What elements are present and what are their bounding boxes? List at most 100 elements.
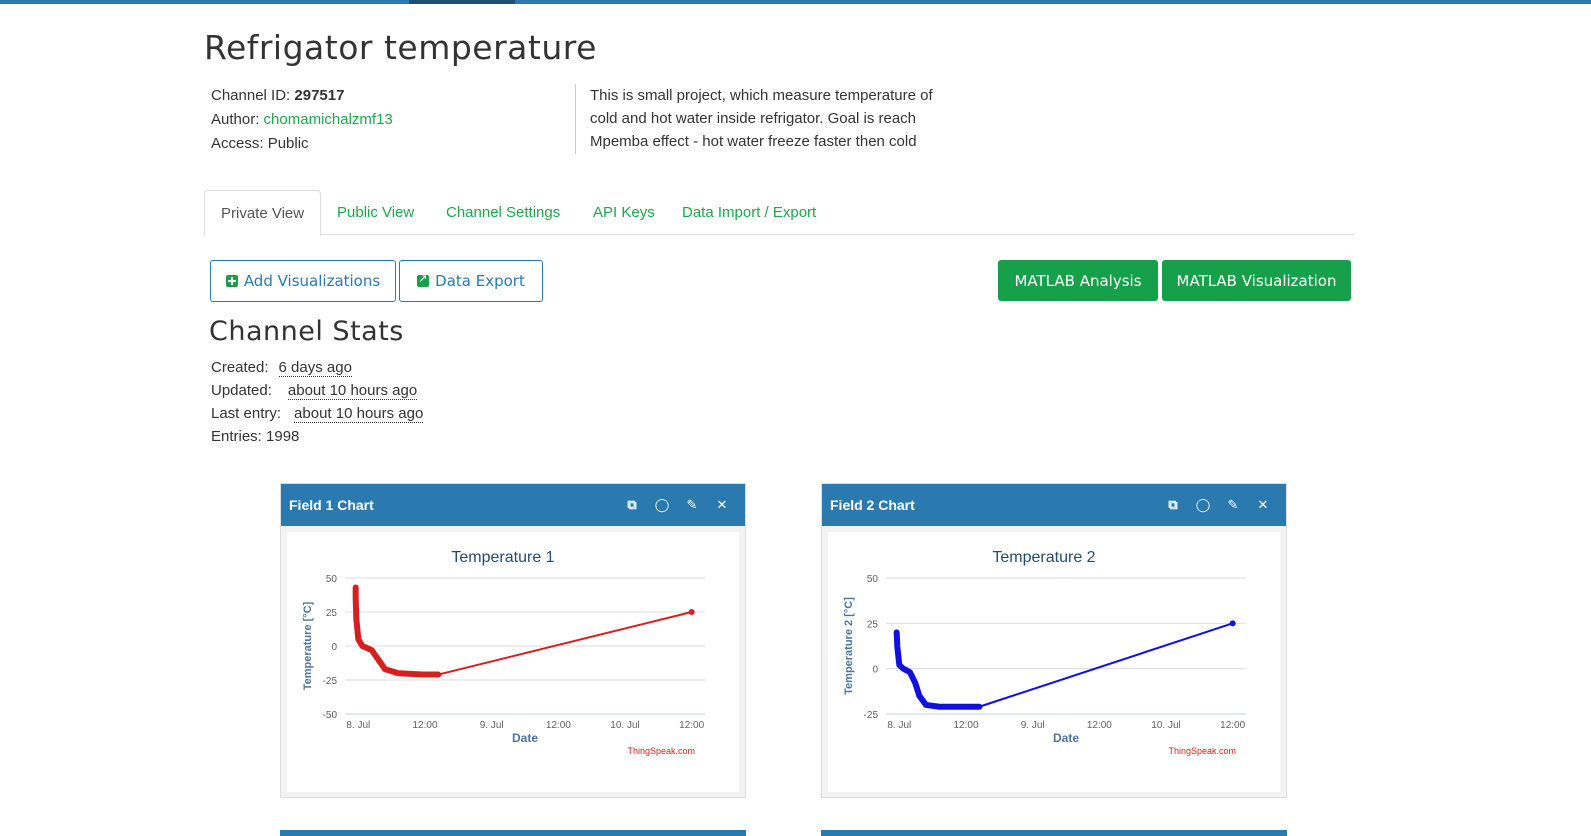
field-1-chart-card: Field 1 Chart ⧉ ◯ ✎ ✕ Temperature 1 50 25 0… [280,483,746,798]
close-icon[interactable]: ✕ [1257,497,1269,512]
thingspeak-credit: ThingSpeak.com [627,746,695,756]
chart-area: Temperature 1 50 25 0 -25 -50 8. Jul 12:00 9. Ju… [287,532,739,792]
plus-square-icon [225,275,238,287]
field-3-chart-card-header [280,830,746,836]
tab-api-keys[interactable]: API Keys [593,204,655,221]
y-tick-label: -25 [323,676,338,687]
matlab-visualization-button[interactable]: MATLAB Visualization [1162,260,1351,301]
temperature-1-chart: Temperature 1 50 25 0 -25 -50 8. Jul 12:00 9. Ju… [302,549,705,756]
field-2-chart-card: Field 2 Chart ⧉ ◯ ✎ ✕ Temperature 2 50 25 0… [821,483,1287,798]
entries-value: 1998 [266,428,300,445]
card-title: Field 1 Chart [289,497,374,513]
channel-stats: Created: 6 days ago Updated: about 10 hour… [211,356,424,448]
close-icon[interactable]: ✕ [716,497,728,512]
y-tick-label: 50 [326,574,338,585]
created-value: 6 days ago [278,359,352,377]
thingspeak-credit: ThingSpeak.com [1168,746,1236,756]
chart-title: Temperature 1 [451,549,554,566]
channel-id-label: Channel ID: [211,87,291,104]
y-tick-label: 0 [331,642,337,653]
comment-icon[interactable]: ◯ [654,497,670,512]
x-axis-label: Date [512,731,538,745]
last-entry-value: about 10 hours ago [294,405,424,423]
stats-created-row: Created: 6 days ago [211,356,423,379]
x-tick-label: 12:00 [953,720,978,731]
matlab-analysis-button[interactable]: MATLAB Analysis [998,260,1158,301]
top-bar [0,0,1591,4]
access-value: Public [267,135,309,152]
external-link-icon[interactable]: ⧉ [1168,497,1178,512]
data-export-button[interactable]: Data Export [399,260,543,302]
series-dense-segment [893,629,983,710]
chart-area: Temperature 2 50 25 0 -25 8. Jul 12:00 9. Jul 12… [828,532,1280,792]
series-dense-segment [352,584,442,678]
channel-stats-title: Channel Stats [209,316,404,347]
entries-label: Entries: [211,428,262,445]
x-tick-label: 10. Jul [610,720,639,731]
tab-public-view[interactable]: Public View [337,204,415,221]
author-label: Author: [211,111,260,128]
updated-label: Updated: [211,382,272,399]
channel-id-value: 297517 [294,87,345,104]
channel-meta: Channel ID: 297517 Author: chomamichalzm… [211,84,393,156]
x-tick-label: 8. Jul [887,720,911,731]
temperature-2-chart: Temperature 2 50 25 0 -25 8. Jul 12:00 9. Jul 12… [843,549,1246,756]
access-row: Access: Public [211,132,393,156]
export-icon [417,272,430,287]
pencil-icon[interactable]: ✎ [1227,497,1239,512]
y-tick-label: 25 [867,619,879,630]
tab-data-import-export[interactable]: Data Import / Export [682,204,817,221]
top-bar-active-segment [409,0,515,4]
comment-icon[interactable]: ◯ [1195,497,1211,512]
y-tick-label: -50 [323,710,338,721]
x-tick-label: 9. Jul [480,720,504,731]
y-tick-label: 0 [872,665,878,676]
y-axis-label: Temperature [°C] [302,601,314,690]
x-tick-label: 12:00 [1087,720,1112,731]
stats-last-entry-row: Last entry: about 10 hours ago [211,402,424,425]
add-visualizations-label: Add Visualizations [243,272,381,290]
series-line [438,611,692,676]
channel-id-row: Channel ID: 297517 [211,84,393,108]
card-title: Field 2 Chart [830,497,915,513]
y-tick-label: 50 [867,574,879,585]
y-axis-label: Temperature 2 [°C] [843,597,855,695]
data-point [688,609,695,615]
x-axis-label: Date [1053,731,1079,745]
pencil-icon[interactable]: ✎ [686,497,698,512]
created-label: Created: [211,359,269,376]
y-tick-label: -25 [864,710,879,721]
chart-title: Temperature 2 [992,549,1095,566]
x-tick-label: 9. Jul [1021,720,1045,731]
channel-tabs: Private View Public View Channel Setting… [204,190,1354,236]
access-label: Access: [211,135,264,152]
x-tick-label: 12:00 [412,720,437,731]
card-header: Field 2 Chart ⧉ ◯ ✎ ✕ [822,484,1286,526]
y-tick-label: 25 [326,608,338,619]
field-4-chart-card-header [821,830,1287,836]
card-header: Field 1 Chart ⧉ ◯ ✎ ✕ [281,484,745,526]
description-line: cold and hot water inside refrigator. Go… [590,110,917,127]
data-point [1229,620,1236,627]
page-title: Refrigator temperature [204,28,597,67]
stats-entries-row: Entries: 1998 [211,425,423,448]
last-entry-label: Last entry: [211,405,282,422]
x-tick-label: 8. Jul [346,720,370,731]
channel-description: This is small project, which measure tem… [590,84,960,153]
author-link[interactable]: chomamichalzmf13 [263,111,393,128]
add-visualizations-button[interactable]: Add Visualizations [210,260,396,302]
x-tick-label: 12:00 [679,720,704,731]
data-export-label: Data Export [435,272,525,290]
x-tick-label: 12:00 [546,720,571,731]
tab-channel-settings[interactable]: Channel Settings [446,204,561,221]
author-row: Author: chomamichalzmf13 [211,108,393,132]
meta-divider [575,84,576,154]
x-tick-label: 12:00 [1220,720,1245,731]
updated-value: about 10 hours ago [287,382,418,400]
stats-updated-row: Updated: about 10 hours ago [211,379,423,402]
description-line: Mpemba effect - hot water freeze faster … [590,133,917,150]
x-tick-label: 10. Jul [1151,720,1180,731]
description-line: This is small project, which measure tem… [590,87,933,104]
tab-private-view[interactable]: Private View [204,190,322,236]
external-link-icon[interactable]: ⧉ [627,497,637,512]
